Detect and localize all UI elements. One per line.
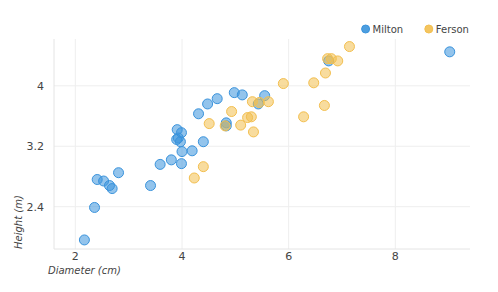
x-tick-label: 8 — [392, 250, 399, 263]
x-tick-label: 4 — [179, 250, 186, 263]
point — [198, 137, 208, 147]
legend-label: Milton — [373, 24, 404, 35]
point — [189, 173, 199, 183]
point — [333, 56, 343, 66]
point — [90, 202, 100, 212]
x-tick-label: 6 — [285, 250, 292, 263]
point — [79, 235, 89, 245]
x-axis-title: Diameter (cm) — [48, 265, 121, 276]
legend: Milton Ferson — [362, 24, 469, 35]
point — [320, 68, 330, 78]
point — [212, 94, 222, 104]
point — [278, 79, 288, 89]
point — [146, 181, 156, 191]
point — [166, 155, 176, 165]
point — [309, 78, 319, 88]
x-tick-label: 2 — [72, 250, 79, 263]
series-1 — [189, 42, 354, 183]
point — [299, 112, 309, 122]
point — [246, 112, 256, 122]
chart-svg: 2 4 6 8 2.4 3.2 4 Diameter (cm) Height (m) Milton… — [0, 0, 498, 292]
legend-marker — [362, 25, 370, 33]
point — [248, 127, 258, 137]
point — [237, 90, 247, 100]
point — [263, 97, 273, 107]
series-0 — [79, 47, 454, 245]
point — [187, 146, 197, 156]
y-tick-label: 2.4 — [27, 201, 45, 214]
point — [344, 42, 354, 52]
point — [220, 121, 230, 131]
point — [155, 159, 165, 169]
grid — [54, 39, 470, 249]
point — [203, 99, 213, 109]
point — [445, 47, 455, 57]
y-grid-line — [54, 85, 470, 86]
y-tick-label: 4 — [37, 80, 44, 93]
y-axis-line — [54, 39, 55, 249]
point — [227, 107, 237, 117]
chart-container: 2 4 6 8 2.4 3.2 4 Diameter (cm) Height (m) Milton… — [0, 0, 498, 292]
x-grid-line — [75, 39, 76, 249]
legend-marker — [425, 25, 433, 33]
point — [176, 159, 186, 169]
y-grid-line — [54, 146, 470, 147]
x-axis-line — [54, 249, 470, 250]
y-axis-title: Height (m) — [13, 195, 24, 249]
point — [177, 147, 187, 157]
point — [194, 109, 204, 119]
point — [198, 162, 208, 172]
points — [79, 42, 454, 245]
x-grid-line — [288, 39, 289, 249]
point — [319, 100, 329, 110]
legend-label: Ferson — [436, 24, 469, 35]
y-tick-label: 3.2 — [27, 140, 45, 153]
point — [254, 97, 264, 107]
point — [107, 184, 117, 194]
x-grid-line — [395, 39, 396, 249]
point — [114, 168, 124, 178]
y-grid-line — [54, 206, 470, 207]
point — [204, 119, 214, 129]
point — [172, 134, 182, 144]
